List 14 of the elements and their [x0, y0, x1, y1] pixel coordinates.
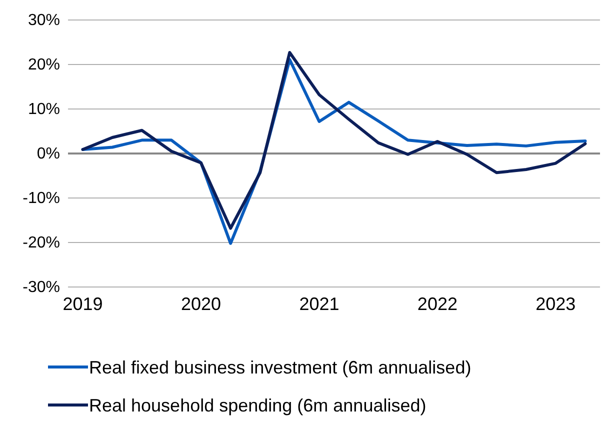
y-tick-label: -20%	[22, 234, 60, 252]
x-tick-label: 2019	[62, 294, 103, 314]
legend-label: Real fixed business investment (6m annualised)	[89, 357, 472, 378]
y-tick-label: 10%	[28, 101, 60, 118]
legend-label: Real household spending (6m annualised)	[89, 395, 426, 416]
y-tick-label: 0%	[36, 146, 60, 163]
y-tick-label: 20%	[28, 56, 60, 74]
x-tick-label: 2022	[417, 294, 458, 314]
y-tick-label: -10%	[22, 190, 60, 208]
x-tick-label: 2023	[536, 294, 576, 314]
y-tick-label: 30%	[28, 12, 60, 30]
x-tick-label: 2020	[180, 294, 222, 314]
x-tick-label: 2021	[299, 294, 340, 314]
y-tick-label: -30%	[22, 279, 60, 296]
